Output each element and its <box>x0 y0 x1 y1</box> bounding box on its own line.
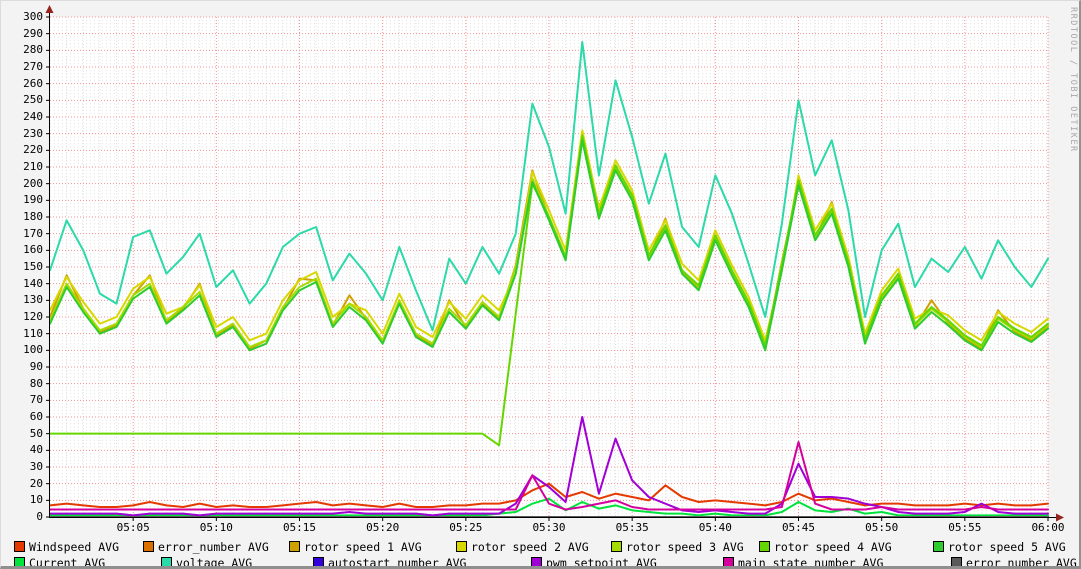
y-tick-label: 30 <box>29 460 43 473</box>
legend-label: pwm_setpoint AVG <box>546 556 657 569</box>
legend-label: rotor speed 1 AVG <box>304 540 422 554</box>
legend-swatch <box>161 557 172 566</box>
y-tick-label: 0 <box>36 510 43 523</box>
x-tick-label: 06:00 <box>1031 521 1065 534</box>
legend-label: rotor speed 2 AVG <box>471 540 589 554</box>
series-line-current-avg <box>49 497 1049 517</box>
y-tick-label: 160 <box>23 243 43 257</box>
rrdtool-watermark: RRDTOOL / TOBI OETIKER <box>1068 7 1078 153</box>
y-tick-label: 240 <box>23 110 43 123</box>
legend-swatch <box>723 557 734 566</box>
x-tick-label: 05:30 <box>532 521 566 534</box>
y-tick-label: 210 <box>23 160 43 173</box>
series-line-main-state-number-avg <box>49 441 1049 511</box>
legend-label: voltage AVG <box>176 556 253 569</box>
legend-item-error-number-avg: error_number AVG <box>143 536 269 554</box>
series-line-voltage-avg <box>49 41 1049 332</box>
legend-swatch <box>531 557 542 566</box>
legend-swatch <box>611 541 622 552</box>
x-tick-label: 05:55 <box>948 521 982 534</box>
y-tick-label: 140 <box>23 276 43 290</box>
y-tick-label: 20 <box>29 476 43 490</box>
y-tick-label: 170 <box>23 226 43 240</box>
legend-swatch <box>14 541 25 552</box>
y-tick-label: 130 <box>23 293 43 307</box>
legend-label: rotor speed 3 AVG <box>626 540 744 554</box>
legend-item-rotor-speed-4-avg: rotor speed 4 AVG <box>759 536 892 554</box>
y-axis-arrow <box>45 5 54 13</box>
y-tick-label: 250 <box>23 93 43 107</box>
y-tick-label: 190 <box>23 193 43 207</box>
x-tick-label: 05:40 <box>698 521 732 534</box>
legend-item-rotor-speed-3-avg: rotor speed 3 AVG <box>611 536 744 554</box>
y-tick-label: 70 <box>29 393 43 407</box>
y-tick-label: 80 <box>29 376 43 390</box>
x-tick-label: 05:45 <box>781 521 816 534</box>
legend-swatch <box>933 541 944 552</box>
series-line-rotor-speed-4-avg <box>49 134 1049 447</box>
x-tick-label: 05:20 <box>366 521 400 534</box>
legend-swatch <box>14 557 25 566</box>
y-tick-label: 110 <box>23 326 43 340</box>
y-tick-label: 40 <box>29 443 43 457</box>
legend-label: autostart_number AVG <box>328 556 467 569</box>
y-tick-label: 60 <box>29 410 43 423</box>
y-tick-label: 50 <box>29 426 43 440</box>
x-tick-label: 05:10 <box>199 521 233 534</box>
y-tick-label: 290 <box>23 26 43 40</box>
series-line-rotor-speed-5-avg <box>49 139 1049 352</box>
y-tick-label: 100 <box>23 343 43 357</box>
legend-item-rotor-speed-1-avg: rotor speed 1 AVG <box>289 536 422 554</box>
y-tick-label: 90 <box>29 360 43 373</box>
y-tick-label: 300 <box>23 10 43 23</box>
y-tick-label: 200 <box>23 176 43 190</box>
legend-item-autostart-number-avg: autostart_number AVG <box>313 552 466 566</box>
legend-item-error-number-avg: error_number AVG <box>951 552 1077 566</box>
legend-item-rotor-speed-2-avg: rotor speed 2 AVG <box>456 536 589 554</box>
legend-item-pwm-setpoint-avg: pwm_setpoint AVG <box>531 552 657 566</box>
y-tick-label: 270 <box>23 60 43 73</box>
legend-swatch <box>456 541 467 552</box>
legend-label: error_number AVG <box>158 540 269 554</box>
legend-label: Windspeed AVG <box>29 540 120 554</box>
legend-label: main_state_number AVG <box>738 556 884 569</box>
y-tick-label: 180 <box>23 210 43 223</box>
x-tick-label: 05:15 <box>282 521 317 534</box>
legend-item-current-avg: Current AVG <box>14 552 105 566</box>
legend-swatch <box>759 541 770 552</box>
legend-item-voltage-avg: voltage AVG <box>161 552 252 566</box>
legend-item-rotor-speed-5-avg: rotor speed 5 AVG <box>933 536 1066 554</box>
y-tick-label: 10 <box>29 493 43 507</box>
legend-item-windspeed-avg: Windspeed AVG <box>14 536 119 554</box>
legend-label: Current AVG <box>29 556 106 569</box>
x-tick-label: 05:50 <box>865 521 899 534</box>
legend-swatch <box>951 557 962 566</box>
legend-item-main-state-number-avg: main_state_number AVG <box>723 552 883 566</box>
legend-swatch <box>143 541 154 552</box>
series-line-rotor-speed-2-avg <box>49 129 1049 342</box>
x-axis-arrow <box>1056 513 1064 522</box>
x-tick-label: 05:25 <box>449 521 483 534</box>
legend-label: error_number AVG <box>966 556 1077 569</box>
x-tick-label: 05:05 <box>116 521 150 534</box>
y-tick-label: 150 <box>23 260 43 273</box>
series-line-windspeed-avg <box>49 482 1049 508</box>
y-tick-label: 230 <box>23 126 43 140</box>
x-tick-label: 05:35 <box>615 521 649 534</box>
legend-label: rotor speed 4 AVG <box>774 540 892 554</box>
y-tick-label: 120 <box>23 310 43 323</box>
legend-label: rotor speed 5 AVG <box>948 540 1066 554</box>
y-tick-label: 260 <box>23 76 43 90</box>
y-tick-label: 220 <box>23 143 43 157</box>
legend-swatch <box>289 541 300 552</box>
legend-swatch <box>313 557 324 566</box>
y-tick-label: 280 <box>23 43 43 57</box>
